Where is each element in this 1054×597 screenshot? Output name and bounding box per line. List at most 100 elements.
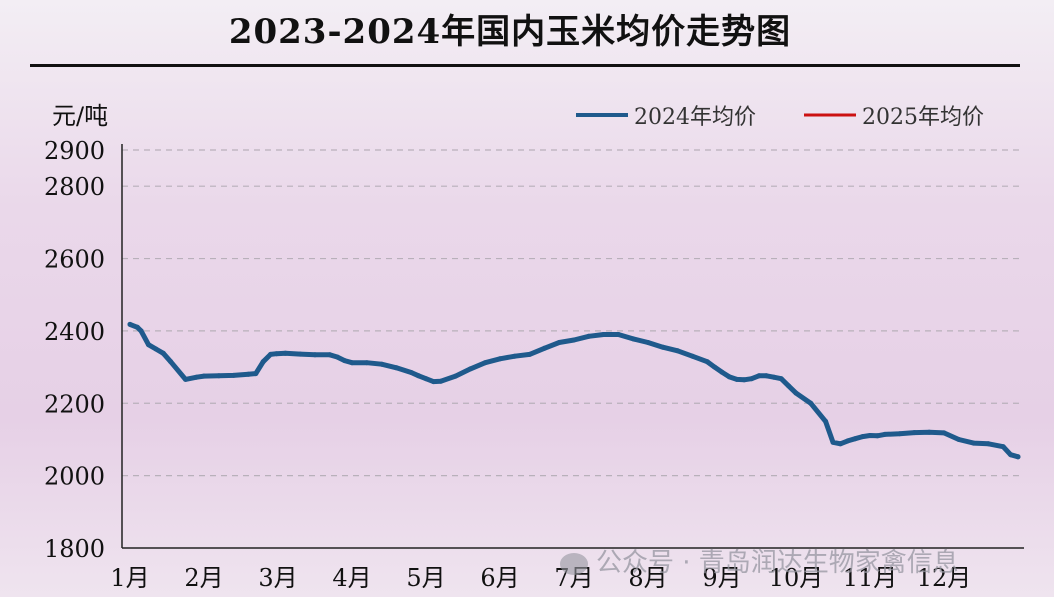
data-point [423, 376, 429, 382]
x-tick-label: 3月 [258, 564, 297, 592]
data-point [741, 377, 747, 383]
data-point [260, 359, 266, 365]
data-point [297, 351, 303, 357]
data-point [985, 441, 991, 447]
data-point [726, 374, 732, 380]
data-point [941, 430, 947, 436]
data-point [231, 372, 237, 378]
data-point [601, 332, 607, 337]
data-point [1000, 444, 1006, 450]
series-line [127, 321, 1021, 460]
data-point [253, 371, 259, 377]
data-point [1008, 452, 1014, 458]
data-point [837, 441, 843, 447]
data-point [882, 431, 888, 437]
data-point [971, 440, 977, 446]
data-point [645, 340, 651, 345]
chart-title: 2023-2024年国内玉米均价走势图 [228, 12, 792, 52]
data-point [756, 373, 762, 379]
data-point [749, 376, 755, 382]
data-point [153, 346, 159, 352]
data-point [763, 373, 769, 379]
data-point [771, 374, 777, 380]
data-point [926, 429, 932, 435]
x-tick-label: 5月 [406, 564, 445, 592]
series-lines [127, 321, 1021, 460]
data-point [430, 379, 436, 385]
y-tick-label: 2900 [44, 137, 105, 165]
data-point [956, 437, 962, 442]
data-point [349, 360, 355, 366]
data-point [512, 353, 518, 359]
y-tick-labels: 1800 2000 2200 2400 2600 2800 2900 [44, 137, 105, 563]
data-point [416, 373, 422, 379]
data-point [786, 383, 792, 389]
x-tick-label: 2月 [184, 564, 223, 592]
data-point [274, 351, 279, 357]
watermark-text: 公众号 · 青岛润达生物家禽信息 [596, 548, 959, 578]
data-point [334, 354, 340, 360]
data-point [467, 366, 473, 372]
data-point [327, 352, 333, 358]
data-point [127, 321, 133, 327]
data-point [393, 365, 399, 371]
data-point [556, 340, 562, 345]
x-tick-label: 11月 [843, 564, 898, 592]
data-point [527, 351, 533, 357]
data-point [453, 373, 459, 379]
wechat-icon [560, 552, 588, 575]
x-tick-label: 6月 [480, 564, 519, 592]
data-point [138, 328, 144, 334]
gridlines [122, 149, 1024, 477]
x-tick-label: 9月 [702, 564, 741, 592]
title-underline [30, 64, 1020, 67]
data-point [364, 360, 370, 366]
data-point [778, 376, 784, 382]
data-point [245, 371, 251, 377]
y-axis-unit-label: 元/吨 [52, 102, 108, 130]
data-point [615, 332, 621, 337]
data-point [168, 359, 174, 365]
data-point [282, 350, 288, 356]
data-point [146, 342, 151, 348]
data-point [268, 351, 274, 357]
data-point [342, 358, 348, 364]
x-tick-label: 4月 [332, 564, 371, 592]
data-point [482, 360, 488, 366]
data-point [660, 344, 666, 350]
data-point [1015, 454, 1021, 460]
y-tick-label: 2600 [44, 246, 105, 274]
data-point [312, 352, 318, 358]
data-point [845, 438, 851, 444]
data-point [808, 400, 814, 406]
x-tick-label: 8月 [628, 564, 667, 592]
axes [121, 144, 1024, 549]
data-point [194, 374, 200, 380]
data-point [704, 359, 710, 365]
data-point [734, 376, 740, 382]
y-tick-label: 2000 [44, 463, 105, 491]
data-point [911, 430, 917, 436]
y-tick-label: 1800 [44, 535, 105, 563]
data-point [852, 436, 858, 442]
data-point [630, 336, 636, 342]
data-point [160, 350, 166, 356]
data-point [860, 434, 866, 440]
y-tick-label: 2800 [44, 173, 105, 201]
data-point [183, 376, 188, 382]
data-point [874, 433, 880, 439]
legend-label-2024: 2024年均价 [634, 105, 756, 130]
data-point [379, 361, 385, 367]
data-point [216, 373, 222, 379]
y-tick-label: 2400 [44, 318, 105, 346]
x-tick-label: 10月 [769, 564, 824, 592]
data-point [438, 378, 444, 384]
data-point [497, 356, 503, 362]
x-tick-label: 1月 [110, 564, 149, 592]
x-tick-labels: 1月 2月 3月 4月 5月 6月 7月 8月 9月 10月 11月 12月 [110, 564, 971, 592]
data-point [571, 337, 577, 343]
data-point [689, 353, 695, 359]
watermark: 公众号 · 青岛润达生物家禽信息 [560, 542, 959, 579]
data-point [586, 333, 592, 339]
